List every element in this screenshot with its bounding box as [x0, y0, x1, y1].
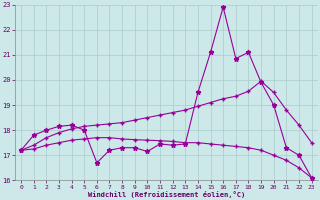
X-axis label: Windchill (Refroidissement éolien,°C): Windchill (Refroidissement éolien,°C) [88, 191, 245, 198]
